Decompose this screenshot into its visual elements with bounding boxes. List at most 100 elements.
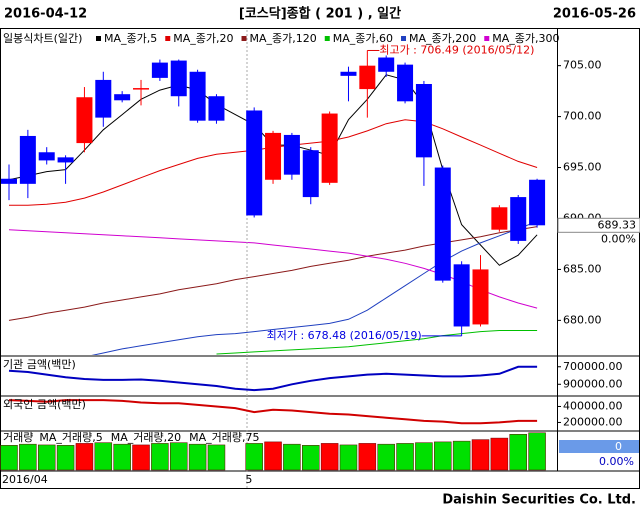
candle-body bbox=[283, 134, 300, 175]
candle-body bbox=[434, 167, 451, 281]
volume-bar bbox=[528, 432, 546, 471]
volume-bar bbox=[320, 443, 339, 471]
y-tick-label: 900000.00 bbox=[563, 377, 623, 390]
volume-bar bbox=[302, 445, 320, 471]
candle-body bbox=[415, 83, 432, 158]
candle-body bbox=[472, 269, 489, 325]
annotation: 최고가 : 706.49 (2016/05/12) bbox=[379, 43, 534, 56]
legend-label: MA_종가,120 bbox=[250, 32, 317, 45]
y-tick-label: 695.00 bbox=[563, 161, 602, 174]
panel-title: 외국인 금액(백만) bbox=[3, 398, 86, 411]
volume-bar bbox=[188, 443, 207, 471]
annotation: 최저가 : 678.48 (2016/05/19) bbox=[267, 329, 422, 342]
volume-bar bbox=[245, 443, 263, 471]
volume-bar bbox=[452, 440, 471, 471]
candle-body bbox=[265, 132, 282, 180]
volume-bar bbox=[169, 442, 188, 471]
volume-bar bbox=[151, 443, 169, 471]
volume-bar bbox=[377, 443, 395, 471]
volume-bar bbox=[56, 445, 75, 471]
volume-bar bbox=[509, 434, 527, 471]
y-tick-label: 700000.00 bbox=[563, 360, 623, 373]
volume-bar bbox=[490, 437, 509, 471]
legend-swatch bbox=[165, 36, 171, 41]
legend-swatch bbox=[324, 36, 330, 41]
candle-body bbox=[1, 178, 17, 184]
candle-body bbox=[151, 62, 168, 78]
legend-label: MA_종가,300 bbox=[492, 32, 559, 45]
candle-body bbox=[133, 88, 150, 90]
legend-label: MA_종가,5 bbox=[104, 32, 157, 45]
candle-body bbox=[57, 157, 74, 163]
candle-body bbox=[114, 94, 131, 101]
volume-bar bbox=[0, 445, 18, 471]
candle-body bbox=[38, 152, 55, 161]
candle-body bbox=[378, 57, 395, 72]
panel-title: 거래량 bbox=[3, 431, 33, 444]
volume-bar bbox=[113, 443, 131, 471]
candle-body bbox=[397, 64, 414, 102]
legend-swatch bbox=[241, 36, 247, 41]
series-line bbox=[8, 365, 538, 392]
candle-body bbox=[19, 135, 36, 184]
last-price: 689.33 bbox=[598, 218, 637, 231]
volume-bar bbox=[94, 442, 113, 471]
candle-body bbox=[359, 65, 376, 90]
volume-bar bbox=[471, 439, 490, 471]
volume-bar bbox=[19, 443, 37, 471]
footer: Daishin Securities Co. Ltd. bbox=[442, 493, 636, 508]
x-tick-label: 2016/04 bbox=[2, 473, 48, 486]
header-title: [코스닥]종합 ( 201 ) , 일간 bbox=[239, 6, 401, 22]
legend-label: MA_종가,20 bbox=[173, 32, 233, 45]
candle-body bbox=[246, 110, 263, 216]
legend-label: MA_거래량,75 bbox=[189, 431, 259, 444]
legend-label: MA_종가,200 bbox=[409, 32, 476, 45]
legend-label: MA_종가,60 bbox=[333, 32, 393, 45]
panel-title: 기관 금액(백만) bbox=[3, 358, 76, 371]
volume-bar bbox=[339, 444, 358, 471]
volume-bar bbox=[264, 441, 282, 471]
candle-body bbox=[95, 79, 112, 118]
end-date: 2016-05-26 bbox=[553, 7, 636, 22]
volume-bar bbox=[358, 443, 377, 471]
candle-body bbox=[208, 96, 225, 121]
y-tick-label: 705.00 bbox=[563, 59, 602, 72]
candle-body bbox=[170, 60, 187, 97]
volume-bar bbox=[415, 442, 433, 471]
current-value: 0 bbox=[615, 440, 622, 453]
current-box bbox=[559, 440, 639, 453]
candle-body bbox=[340, 71, 357, 76]
last-price-box bbox=[557, 217, 640, 233]
series-line bbox=[8, 399, 538, 425]
candle-body bbox=[76, 97, 93, 144]
candle-body bbox=[529, 179, 546, 226]
y-tick-label: 700.00 bbox=[563, 110, 602, 123]
volume-bar bbox=[132, 444, 150, 471]
volume-bar bbox=[75, 443, 94, 471]
volume-bar bbox=[434, 441, 452, 471]
volume-bar bbox=[37, 444, 56, 471]
volume-bar bbox=[207, 444, 226, 471]
y-tick-label: 680.00 bbox=[563, 313, 602, 326]
candle-body bbox=[189, 71, 206, 121]
legend-label: MA_거래량,5 bbox=[39, 431, 102, 444]
legend-swatch bbox=[96, 36, 101, 41]
y-tick-label: 685.00 bbox=[563, 262, 602, 275]
candle-body bbox=[453, 264, 470, 327]
x-tick-label: 5 bbox=[245, 473, 252, 486]
change: 0.00% bbox=[599, 455, 634, 468]
legend-swatch bbox=[401, 36, 407, 41]
volume-bar bbox=[283, 443, 301, 471]
candle-body bbox=[510, 197, 527, 241]
series-line bbox=[216, 330, 538, 355]
y-tick-label: 200000.00 bbox=[563, 415, 623, 428]
candle-body bbox=[302, 150, 319, 198]
y-tick-label: 400000.00 bbox=[563, 399, 623, 412]
legend-label: MA_거래량,20 bbox=[111, 431, 181, 444]
panel-title: 일봉식차트(일간) bbox=[3, 31, 82, 45]
candle-body bbox=[491, 207, 508, 230]
start-date: 2016-04-12 bbox=[4, 7, 87, 22]
volume-bar bbox=[396, 443, 414, 471]
change: 0.00% bbox=[601, 232, 636, 245]
